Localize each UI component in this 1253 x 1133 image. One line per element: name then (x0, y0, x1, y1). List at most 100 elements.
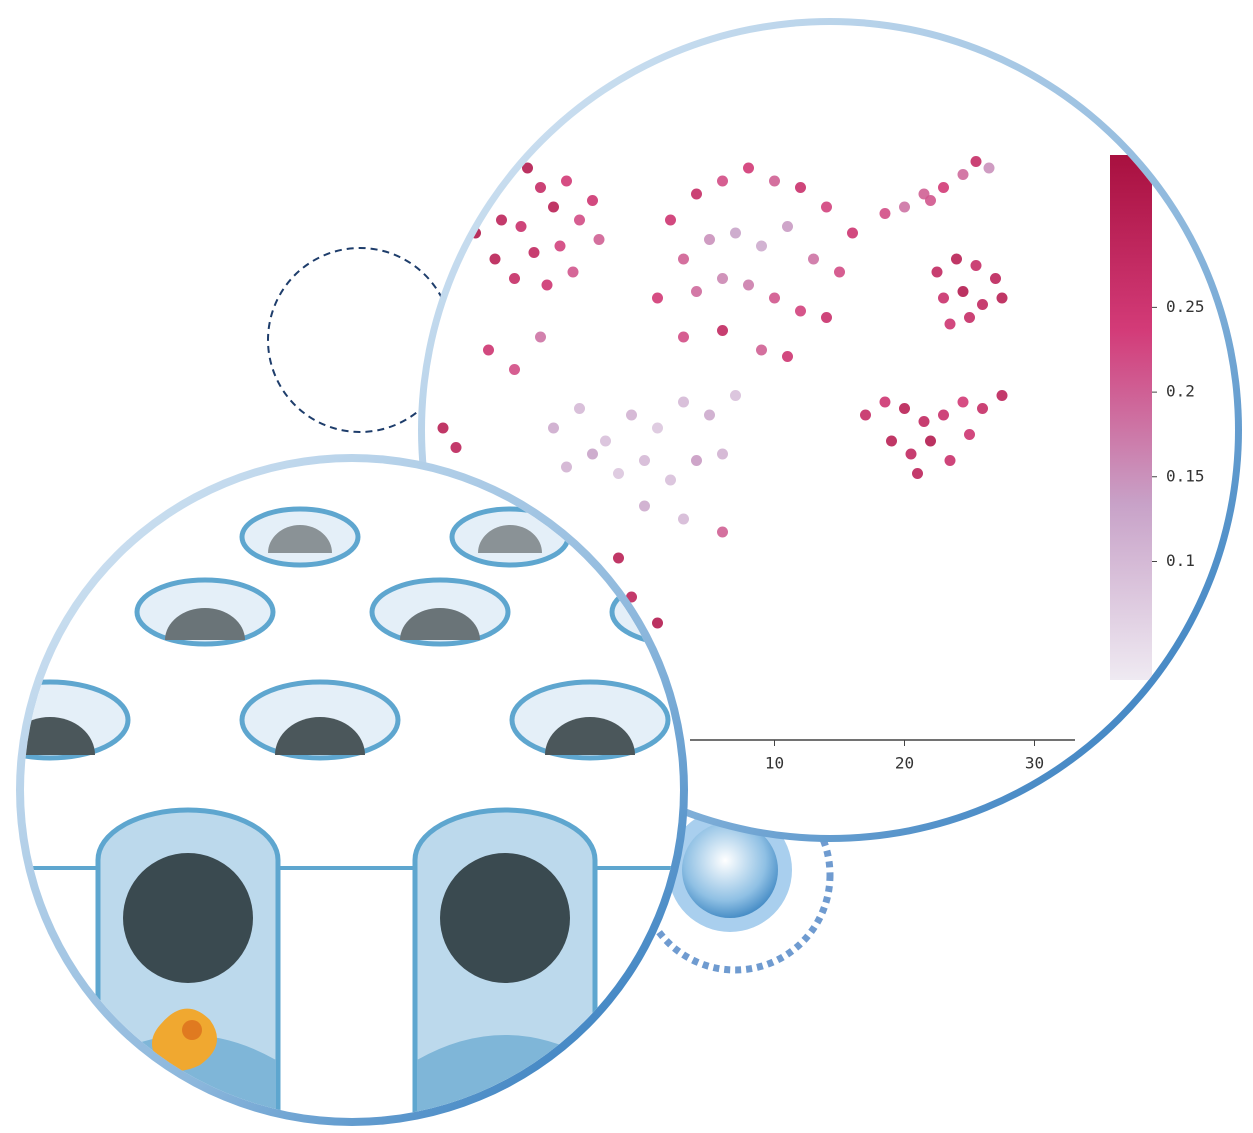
colorbar-tick-label: 0.2 (1166, 382, 1195, 401)
point (691, 188, 702, 200)
ball (682, 822, 778, 918)
point (957, 286, 969, 297)
point (678, 396, 689, 408)
point (704, 234, 715, 245)
x-tick-label: 20 (895, 754, 914, 773)
point (879, 396, 891, 408)
point (899, 201, 910, 213)
point (554, 240, 566, 252)
point (548, 201, 559, 213)
point (996, 390, 1008, 401)
point (528, 247, 540, 258)
point (925, 195, 936, 206)
point (652, 617, 663, 629)
point (996, 292, 1008, 304)
point (743, 162, 754, 174)
point (970, 260, 982, 271)
point (905, 448, 917, 460)
point (834, 266, 845, 278)
point (717, 325, 728, 336)
point (977, 403, 988, 414)
point (756, 240, 767, 252)
point (944, 455, 956, 466)
colorbar-tick-label: 0.1 (1166, 551, 1195, 570)
point (964, 429, 975, 440)
point (743, 279, 754, 291)
point (899, 403, 910, 414)
point (886, 435, 897, 447)
point (782, 221, 793, 232)
point (548, 422, 559, 434)
point (782, 351, 793, 362)
point (587, 195, 598, 206)
point (938, 292, 949, 304)
point (879, 208, 891, 219)
point (938, 409, 949, 421)
point (665, 214, 676, 226)
point (795, 182, 806, 193)
point (717, 526, 728, 538)
point (613, 468, 624, 479)
point (561, 175, 572, 187)
x-tick-label: 30 (1025, 754, 1044, 773)
point (957, 396, 969, 408)
point (483, 344, 494, 356)
point (496, 214, 507, 226)
point (678, 513, 689, 525)
point (717, 448, 728, 460)
point (626, 409, 637, 421)
point (938, 182, 949, 193)
x-tick-label: 10 (765, 754, 784, 773)
point (847, 227, 858, 239)
point (808, 253, 819, 265)
point (574, 214, 585, 226)
point (970, 156, 982, 167)
point (990, 273, 1001, 284)
colorbar (1110, 155, 1152, 680)
point (821, 312, 832, 323)
scatter-plot: 10 20 30 0.1 0.15 0.2 0.25 (437, 155, 1205, 773)
point (912, 468, 923, 479)
point (522, 162, 533, 174)
point (944, 318, 956, 330)
point (931, 266, 943, 278)
point (678, 331, 689, 343)
point (652, 422, 663, 434)
point (535, 331, 546, 343)
point (593, 234, 605, 245)
point (795, 305, 806, 317)
point (509, 364, 520, 375)
point (639, 455, 650, 466)
colorbar-tick-label: 0.15 (1166, 466, 1205, 485)
point (691, 455, 702, 466)
point (561, 461, 572, 473)
point (717, 175, 728, 187)
point (977, 299, 988, 310)
point (652, 292, 663, 304)
point (821, 201, 832, 213)
point (515, 221, 527, 232)
point (769, 175, 780, 187)
colorbar-tick-label: 0.25 (1166, 297, 1205, 316)
point (437, 422, 449, 434)
point (691, 286, 702, 297)
point (756, 344, 767, 356)
point (541, 279, 553, 291)
point (860, 409, 871, 421)
point (567, 266, 579, 278)
point (769, 292, 780, 304)
point (957, 169, 969, 180)
point (951, 253, 962, 265)
point (925, 435, 936, 447)
point (600, 435, 611, 447)
point (509, 273, 520, 284)
point (918, 416, 930, 427)
point (717, 273, 728, 284)
point (450, 442, 462, 453)
point (574, 403, 585, 414)
point (535, 182, 546, 193)
point (639, 500, 650, 512)
point (964, 312, 975, 323)
point (678, 253, 689, 265)
